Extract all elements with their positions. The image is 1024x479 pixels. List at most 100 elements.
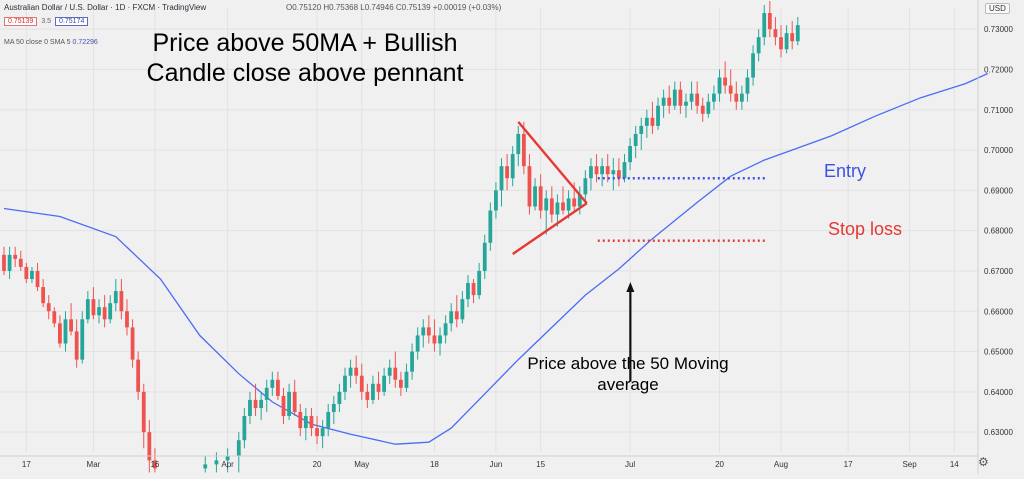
y-tick-label: 0.73000 <box>984 25 1013 34</box>
headline-annotation: Price above 50MA + Bullish Candle close … <box>120 28 490 88</box>
y-tick-label: 0.69000 <box>984 186 1013 195</box>
candle-body <box>449 311 454 324</box>
candle-body <box>359 375 364 392</box>
y-tick-label: 0.64000 <box>984 388 1013 397</box>
candle-body <box>779 37 783 50</box>
candle-body <box>354 367 359 376</box>
candle-body <box>739 93 744 102</box>
candle-body <box>600 166 605 175</box>
candle-bullish <box>566 190 571 219</box>
candle-bullish <box>348 359 353 388</box>
candle-body <box>583 178 588 195</box>
candle-bullish <box>248 391 252 425</box>
candle-body <box>236 440 241 457</box>
time-axis[interactable]: 17 Mar 16 Apr 20 May 18 Jun 15 Jul 20 Aug 17 Sep 14 <box>0 455 978 469</box>
candle-bullish <box>784 25 789 54</box>
x-tick-label: Mar <box>87 460 101 469</box>
candle-body <box>80 319 85 360</box>
ohlc-readout: O0.75120 H0.75368 L0.74946 C0.75139 +0.0… <box>286 3 502 12</box>
gear-icon[interactable]: ⚙ <box>978 455 989 469</box>
x-tick-label: Sep <box>902 460 917 469</box>
candle-bearish <box>650 101 655 134</box>
candle-body <box>549 198 554 215</box>
candle-bearish <box>74 319 79 368</box>
candle-bearish <box>471 279 476 304</box>
x-tick-label: 18 <box>430 460 439 469</box>
candle-bullish <box>510 146 515 187</box>
candle-bullish <box>63 311 68 352</box>
currency-selector[interactable]: USD <box>985 3 1010 14</box>
candle-body <box>466 283 470 300</box>
candle-bearish <box>728 69 733 102</box>
candle-bullish <box>343 367 347 400</box>
candle-bullish <box>494 182 498 219</box>
symbol-title[interactable]: Australian Dollar / U.S. Dollar · 1D · F… <box>4 3 207 12</box>
candle-body <box>639 125 644 134</box>
candle-body <box>270 379 275 388</box>
candle-bearish <box>309 407 314 437</box>
candle-body <box>41 287 46 304</box>
candle-bullish <box>488 202 493 251</box>
candle-bullish <box>661 89 666 118</box>
candle-bearish <box>454 295 459 328</box>
candle-bullish <box>449 303 454 332</box>
candle-body <box>371 383 375 400</box>
candle-bearish <box>13 246 18 267</box>
candle-bullish <box>443 315 448 344</box>
candle-body <box>404 371 409 388</box>
candle-body <box>622 162 627 179</box>
candle-bearish <box>69 303 73 336</box>
x-tick-label: 17 <box>22 460 31 469</box>
candle-body <box>214 460 219 465</box>
candle-bullish <box>756 29 761 62</box>
candle-bearish <box>35 262 40 292</box>
candle-bullish <box>466 274 470 308</box>
candle-body <box>63 319 68 344</box>
candle-bullish <box>656 97 660 130</box>
candle-bullish <box>108 295 113 324</box>
ask-button[interactable]: 0.75174 <box>55 17 89 26</box>
candle-bullish <box>684 93 688 118</box>
candle-body <box>35 270 40 288</box>
candle-body <box>393 367 398 380</box>
candle-bullish <box>85 291 90 324</box>
y-tick-label: 0.67000 <box>984 267 1013 276</box>
candle-bullish <box>113 279 118 312</box>
candle-bullish <box>421 319 426 348</box>
price-axis[interactable]: 0.63000 0.64000 0.65000 0.66000 0.67000 0.680… <box>977 0 1013 474</box>
candle-body <box>242 416 247 441</box>
ma-legend[interactable]: MA 50 close 0 SMA 5 0.72296 <box>4 39 98 46</box>
candle-bullish <box>751 45 755 86</box>
candle-body <box>74 331 79 360</box>
candle-body <box>633 133 638 147</box>
candle-body <box>97 307 101 316</box>
candle-bearish <box>2 246 6 275</box>
candle-body <box>46 303 51 312</box>
candle-bullish <box>264 379 269 412</box>
candle-body <box>706 101 711 114</box>
candle-body <box>203 464 208 469</box>
candle-bearish <box>52 307 57 328</box>
candle-bullish <box>689 81 694 110</box>
candle-body <box>644 117 649 126</box>
candle-bearish <box>617 158 621 187</box>
candle-body <box>410 351 414 372</box>
candle-bearish <box>276 371 280 400</box>
candle-body <box>443 323 448 336</box>
candle-body <box>689 93 694 102</box>
candle-bullish <box>287 383 291 421</box>
ma-50-line <box>3 72 989 445</box>
candle-body <box>298 412 303 429</box>
x-tick-label: 17 <box>844 460 853 469</box>
candle-bullish <box>516 125 521 167</box>
candle-body <box>784 33 789 50</box>
y-tick-label: 0.66000 <box>984 307 1013 316</box>
candle-bullish <box>270 371 275 396</box>
candle-body <box>30 270 34 280</box>
bid-button[interactable]: 0.75139 <box>4 17 38 26</box>
candle-body <box>795 25 800 42</box>
candle-bearish <box>18 250 23 271</box>
candle-body <box>108 303 113 320</box>
